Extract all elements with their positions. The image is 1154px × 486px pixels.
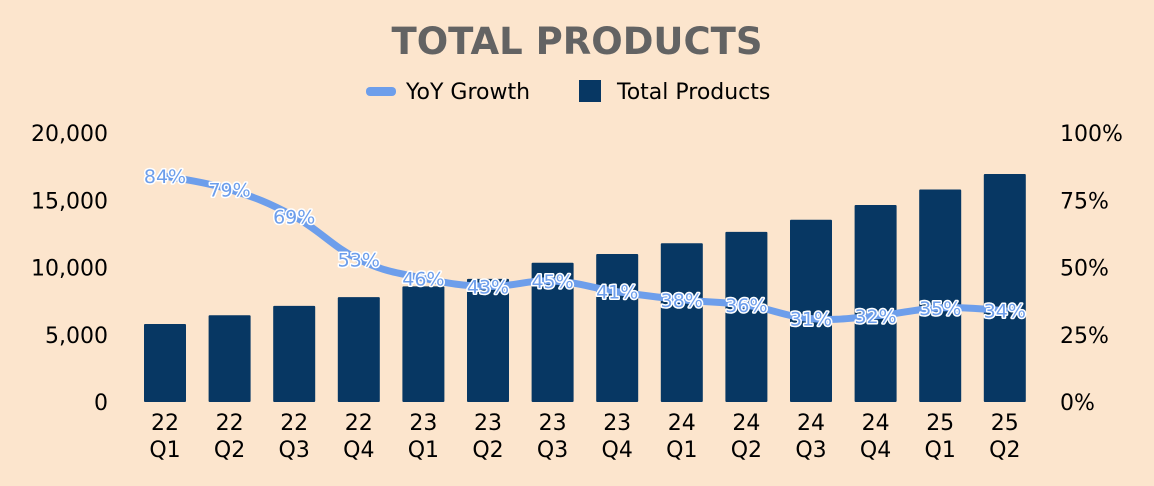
category-quarter-label: Q3 — [537, 438, 568, 463]
yoy-growth-point — [678, 296, 686, 304]
legend-yoy-growth-label: YoY Growth — [405, 80, 530, 105]
bar-total-products — [790, 219, 832, 402]
yoy-growth-point — [807, 315, 815, 323]
bar-total-products — [660, 243, 703, 402]
yoy-growth-data-label: 32% — [854, 306, 896, 328]
category-year-label: 22 — [280, 411, 308, 436]
line-yoy-growth — [161, 172, 1009, 323]
yoy-growth-point — [936, 304, 944, 312]
yoy-growth-data-label: 36% — [725, 295, 767, 317]
bar-total-products — [596, 254, 639, 402]
category-year-label: 25 — [991, 411, 1019, 436]
right-tick-label: 0% — [1060, 391, 1095, 416]
yoy-growth-data-label: 45% — [531, 271, 573, 293]
yoy-growth-data-label: 43% — [467, 276, 509, 298]
category-quarter-label: Q4 — [343, 438, 374, 463]
yoy-growth-point — [484, 282, 492, 290]
category-quarter-label: Q2 — [731, 438, 762, 463]
bar-total-products — [983, 174, 1026, 402]
right-tick-label: 25% — [1060, 324, 1109, 349]
category-year-label: 22 — [216, 411, 244, 436]
category-year-label: 23 — [474, 411, 502, 436]
chart-title: TOTAL PRODUCTS — [391, 20, 762, 63]
legend-total-products-swatch — [579, 80, 601, 102]
yoy-growth-data-label: 38% — [661, 290, 703, 312]
bar-total-products — [919, 189, 962, 402]
legend-yoy-growth-swatch — [366, 87, 396, 96]
category-year-label: 25 — [926, 411, 954, 436]
category-quarter-label: Q4 — [602, 438, 633, 463]
legend: YoY Growth Total Products — [366, 80, 770, 105]
yoy-growth-data-label: 79% — [208, 179, 250, 201]
x-axis: 22Q122Q222Q322Q423Q123Q223Q323Q424Q124Q2… — [149, 411, 1020, 463]
yoy-growth-point — [613, 288, 621, 296]
category-year-label: 23 — [603, 411, 631, 436]
category-quarter-label: Q2 — [472, 438, 503, 463]
yoy-growth-point — [355, 255, 363, 263]
yoy-growth-point — [549, 277, 557, 285]
category-quarter-label: Q4 — [860, 438, 891, 463]
category-year-label: 22 — [345, 411, 373, 436]
right-y-axis: 0% 25% 50% 75% 100% — [1060, 122, 1123, 416]
yoy-growth-point — [161, 172, 169, 180]
yoy-growth-data-label: 69% — [273, 206, 315, 228]
right-tick-label: 50% — [1060, 257, 1109, 282]
left-y-axis: 0 5,000 10,000 15,000 20,000 — [31, 122, 108, 416]
category-year-label: 23 — [409, 411, 437, 436]
yoy-growth-point — [226, 185, 234, 193]
yoy-growth-data-label: 41% — [596, 282, 638, 304]
bar-total-products — [854, 204, 897, 402]
bar-total-products — [337, 297, 380, 402]
yoy-growth-point — [419, 274, 427, 282]
yoy-growth-point — [290, 212, 298, 220]
category-quarter-label: Q3 — [795, 438, 826, 463]
category-year-label: 24 — [797, 411, 825, 436]
yoy-growth-data-label: 34% — [984, 301, 1026, 323]
left-tick-label: 10,000 — [31, 257, 108, 282]
category-quarter-label: Q3 — [279, 438, 310, 463]
bar-total-products — [144, 323, 186, 402]
category-quarter-label: Q2 — [989, 438, 1020, 463]
category-year-label: 23 — [539, 411, 567, 436]
bar-total-products — [725, 231, 768, 402]
yoy-growth-data-label: 53% — [338, 249, 380, 271]
category-year-label: 24 — [668, 411, 696, 436]
yoy-growth-point — [742, 301, 750, 309]
category-quarter-label: Q1 — [408, 438, 439, 463]
yoy-growth-data-label: 35% — [919, 298, 961, 320]
left-tick-label: 15,000 — [31, 189, 108, 214]
yoy-growth-point — [1001, 307, 1009, 315]
category-year-label: 22 — [151, 411, 179, 436]
category-quarter-label: Q1 — [925, 438, 956, 463]
legend-total-products-label: Total Products — [616, 80, 770, 105]
bar-total-products — [467, 278, 509, 402]
category-year-label: 24 — [862, 411, 890, 436]
yoy-growth-data-label: 46% — [402, 268, 444, 290]
category-quarter-label: Q2 — [214, 438, 245, 463]
bar-total-products — [531, 262, 574, 402]
yoy-growth-data-label: 31% — [790, 309, 832, 331]
yoy-growth-data-label: 84% — [144, 166, 186, 188]
yoy-growth-point — [872, 312, 880, 320]
bar-total-products — [402, 286, 445, 402]
yoy-growth-labels: 84% 79% 69% 53% 46% 43% 45% 41% 38% 36% 31% 32% 35% 3… — [142, 165, 1027, 333]
left-tick-label: 20,000 — [31, 122, 108, 147]
category-year-label: 24 — [732, 411, 760, 436]
yoy-growth-line — [161, 172, 1009, 323]
right-tick-label: 75% — [1060, 189, 1109, 214]
bar-total-products — [273, 305, 316, 402]
right-tick-label: 100% — [1060, 122, 1123, 147]
left-tick-label: 5,000 — [45, 324, 108, 349]
left-tick-label: 0 — [94, 391, 108, 416]
bar-total-products — [208, 315, 251, 402]
category-quarter-label: Q1 — [666, 438, 697, 463]
category-quarter-label: Q1 — [149, 438, 180, 463]
